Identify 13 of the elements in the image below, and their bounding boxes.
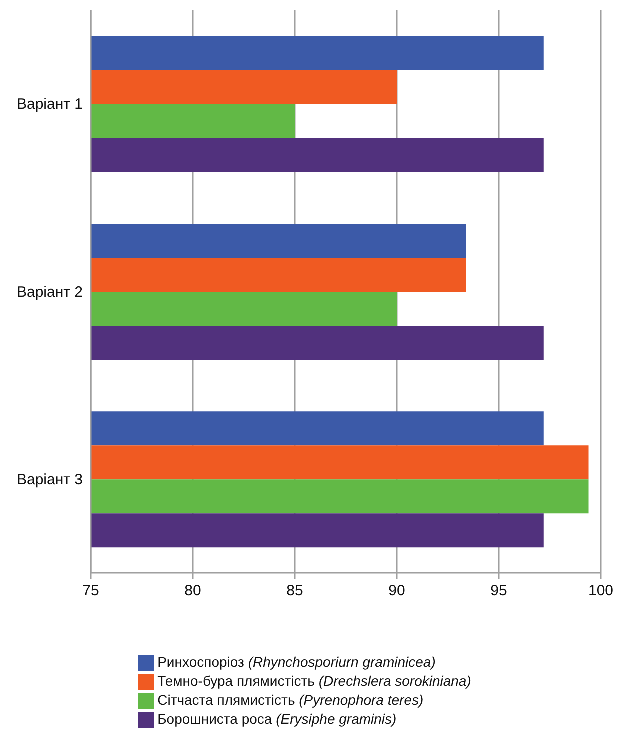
y-tick-label: Варіант 2 [16,284,83,301]
legend-label: Темно-бура плямистість (Drechslera sorokiniana) [158,672,472,691]
legend-label: Ринхоспоріоз (Rhynchosporiurn graminicea) [158,653,436,672]
x-tick-label: 80 [184,582,202,600]
legend-label: Сітчаста плямистість (Pyrenophora teres) [158,691,424,710]
x-tick-label: 85 [286,582,304,600]
x-tick-label: 75 [82,582,100,600]
legend-label: Борошниста роса (Erysiphe graminis) [158,710,397,729]
y-tick-label: Варіант 3 [16,471,83,488]
y-tick-label: Варіант 1 [16,96,83,114]
x-tick-label: 95 [490,582,508,600]
x-tick-label: 100 [588,582,614,600]
x-tick-label: 90 [388,582,406,600]
